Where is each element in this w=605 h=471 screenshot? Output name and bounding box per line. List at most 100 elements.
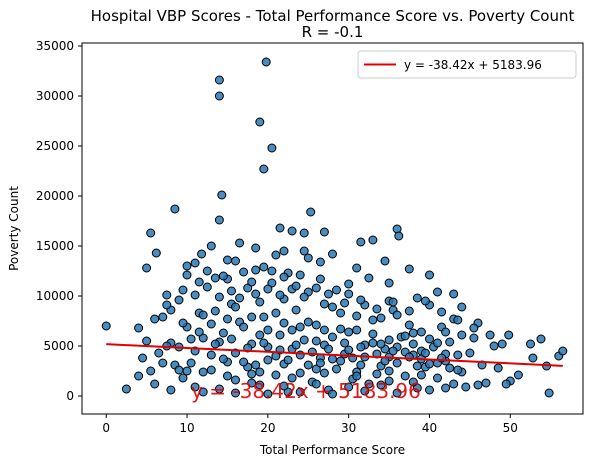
scatter-point [493, 363, 503, 373]
scatter-point [457, 302, 467, 312]
scatter-point [352, 371, 362, 381]
scatter-point [275, 290, 285, 300]
scatter-point [255, 330, 265, 340]
scatter-point [178, 373, 188, 383]
scatter-point [263, 355, 273, 365]
scatter-point [404, 306, 414, 316]
scatter-point [360, 386, 370, 396]
scatter-point [295, 368, 305, 378]
scatter-point [291, 281, 301, 291]
y-tick-label: 5000 [43, 339, 74, 353]
scatter-point [384, 278, 394, 288]
scatter-point [412, 293, 422, 303]
scatter-point [412, 361, 422, 371]
scatter-point [190, 290, 200, 300]
scatter-point [279, 318, 289, 328]
legend-label: y = -38.42x + 5183.96 [404, 58, 542, 72]
scatter-point [259, 262, 269, 272]
scatter-point [202, 282, 212, 292]
scatter-point [214, 91, 224, 101]
scatter-point [251, 243, 261, 253]
scatter-point [247, 369, 257, 379]
y-axis-ticks: 0 5000 10000 15000 20000 25000 30000 35000 [36, 39, 82, 403]
y-tick-label: 0 [66, 389, 74, 403]
scatter-point [255, 380, 265, 390]
scatter-point [376, 380, 386, 390]
scatter-point [239, 267, 249, 277]
x-tick-label: 20 [260, 421, 275, 435]
legend-box [357, 50, 577, 79]
scatter-point [134, 371, 144, 381]
scatter-point [336, 356, 346, 366]
scatter-point [388, 346, 398, 356]
scatter-point [231, 256, 240, 266]
scatter-point [146, 366, 156, 376]
scatter-point [544, 388, 554, 398]
scatter-point [182, 366, 192, 376]
scatter-point [251, 360, 261, 370]
scatter-point [352, 263, 362, 273]
scatter-point [344, 289, 354, 299]
scatter-point [227, 334, 236, 344]
scatter-point [384, 335, 394, 345]
scatter-point [392, 388, 402, 398]
scatter-point [336, 308, 346, 318]
scatter-point [190, 382, 200, 392]
scatter-point [283, 387, 293, 397]
scatter-point [303, 360, 313, 370]
scatter-point [271, 308, 281, 318]
scatter-point [198, 367, 208, 377]
scatter-point [255, 117, 265, 127]
scatter-point [202, 266, 212, 276]
scatter-point [388, 297, 398, 307]
scatter-point [536, 334, 546, 344]
scatter-point [279, 381, 289, 391]
scatter-point [328, 332, 337, 342]
scatter-point [384, 376, 394, 386]
scatter-point [328, 354, 337, 364]
y-tick-label: 30000 [36, 89, 74, 103]
scatter-point [433, 287, 442, 297]
scatter-point [287, 325, 297, 335]
scatter-point [315, 274, 325, 284]
scatter-point [174, 365, 184, 375]
scatter-point [328, 249, 337, 259]
scatter-point [259, 164, 269, 174]
scatter-point [315, 257, 325, 267]
scatter-point [158, 358, 168, 368]
scatter-point [197, 249, 207, 259]
scatter-point [251, 265, 261, 275]
scatter-point [214, 292, 224, 302]
scatter-point [469, 323, 479, 333]
scatter-point [392, 310, 402, 320]
scatter-point [146, 228, 156, 238]
scatter-point [324, 344, 333, 354]
scatter-point [481, 378, 491, 388]
scatter-point [210, 306, 220, 316]
scatter-point [142, 336, 152, 346]
scatter-point [121, 384, 131, 394]
scatter-point [311, 320, 321, 330]
scatter-point [239, 357, 249, 367]
scatter-point [158, 312, 168, 322]
scatter-point [190, 258, 200, 268]
scatter-point [311, 336, 321, 346]
scatter-point [437, 307, 447, 317]
scatter-point [267, 266, 277, 276]
scatter-point [210, 273, 220, 283]
scatter-point [267, 143, 277, 153]
scatter-point [319, 299, 329, 309]
scatter-point [214, 384, 224, 394]
scatter-point [154, 348, 164, 358]
regression-annotation: y = -38.42x + 5183.96 [191, 379, 421, 403]
scatter-point [235, 293, 245, 303]
scatter-point [356, 237, 366, 247]
scatter-point [489, 341, 499, 351]
scatter-point [311, 283, 321, 293]
scatter-point [453, 315, 463, 325]
scatter-point [247, 312, 257, 322]
scatter-point [364, 273, 374, 283]
scatter-point [283, 355, 293, 365]
scatter-point [384, 366, 394, 376]
scatter-point [368, 235, 378, 245]
